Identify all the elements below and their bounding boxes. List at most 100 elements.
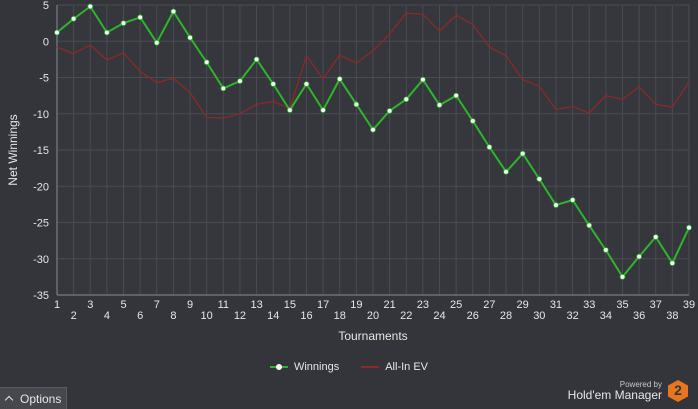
x-tick-label: 30	[533, 310, 545, 322]
x-tick-label: 27	[483, 299, 495, 311]
x-tick-label: 7	[154, 299, 160, 311]
x-tick-label: 5	[120, 299, 126, 311]
winnings-point	[370, 126, 376, 133]
y-tick-label: 5	[43, 0, 49, 12]
winnings-point	[652, 234, 659, 240]
y-tick-label: -30	[33, 254, 49, 266]
y-tick-label: -35	[33, 290, 49, 302]
x-tick-label: 9	[187, 299, 193, 311]
winnings-point	[386, 108, 393, 114]
winnings-markers	[54, 3, 692, 280]
x-tick-label: 12	[234, 310, 246, 322]
x-tick-label: 21	[384, 299, 396, 311]
winnings-point	[287, 107, 293, 113]
axes	[56, 5, 689, 296]
hem2-logo-icon: 2	[668, 380, 688, 402]
tick-labels: 50-5-10-15-20-25-30-35123456789101112131…	[33, 0, 695, 322]
x-tick-label: 28	[500, 310, 512, 322]
options-label: Options	[20, 391, 62, 406]
y-tick-label: -15	[33, 145, 49, 157]
y-axis-title: Net Winnings	[6, 114, 20, 185]
winnings-marker-swatch	[275, 364, 282, 370]
x-tick-label: 2	[71, 310, 77, 322]
winnings-point	[353, 101, 360, 108]
options-button[interactable]: Options	[0, 387, 67, 409]
x-tick-label: 23	[417, 299, 429, 311]
winnings-point	[636, 253, 642, 260]
series-all-in-ev	[56, 12, 690, 119]
x-tick-label: 14	[267, 310, 279, 322]
winnings-point	[686, 224, 692, 231]
net-winnings-chart: 50-5-10-15-20-25-30-35123456789101112131…	[6, 0, 695, 343]
logo-badge-text: 2	[674, 382, 682, 398]
x-tick-label: 37	[650, 299, 662, 311]
y-tick-label: -25	[33, 218, 49, 230]
x-tick-label: 18	[334, 310, 346, 322]
x-tick-label: 1	[54, 299, 60, 311]
winnings-point	[536, 176, 543, 182]
winnings-point	[403, 96, 410, 103]
winnings-point	[619, 274, 626, 280]
y-tick-label: -20	[33, 181, 49, 193]
all-in-ev-line	[56, 12, 690, 119]
winnings-point	[453, 92, 459, 99]
powered-by-branding: Powered by Hold'em Manager 2	[568, 377, 688, 405]
winnings-point	[220, 85, 227, 92]
y-tick-label: -10	[33, 109, 49, 121]
winnings-point	[203, 59, 210, 66]
x-tick-label: 20	[367, 310, 379, 322]
winnings-point	[436, 102, 443, 108]
x-tick-label: 15	[284, 299, 296, 311]
winnings-point	[586, 222, 593, 229]
legend-item-all-in-ev[interactable]: All-In EV	[361, 361, 428, 373]
winnings-point	[603, 247, 609, 253]
chart-legend: Winnings All-In EV	[0, 357, 698, 377]
y-tick-label: -5	[39, 73, 49, 85]
x-tick-label: 38	[666, 310, 678, 322]
winnings-point	[420, 76, 426, 83]
x-tick-label: 31	[550, 299, 562, 311]
winnings-swatch	[269, 364, 288, 370]
x-tick-label: 32	[566, 310, 578, 322]
x-tick-label: 29	[517, 299, 529, 311]
powered-by-text: Powered by	[619, 379, 662, 389]
winnings-point	[519, 150, 526, 157]
x-tick-label: 3	[87, 299, 93, 311]
winnings-point	[486, 144, 493, 150]
x-tick-label: 11	[218, 299, 229, 311]
x-tick-label: 35	[616, 299, 628, 311]
legend-item-winnings[interactable]: Winnings	[269, 361, 340, 373]
winnings-point	[253, 56, 260, 63]
legend-label-winnings: Winnings	[293, 361, 340, 373]
x-tick-label: 33	[583, 299, 595, 311]
winnings-point	[170, 8, 177, 15]
winnings-point	[187, 34, 193, 41]
x-tick-label: 25	[450, 299, 462, 311]
winnings-point	[54, 29, 60, 36]
winnings-point	[270, 81, 277, 87]
winnings-point	[469, 118, 476, 124]
x-axis-title: Tournaments	[338, 329, 407, 343]
x-tick-label: 26	[467, 310, 479, 322]
winnings-point	[237, 78, 243, 84]
winnings-point	[87, 3, 94, 10]
x-tick-label: 19	[350, 299, 362, 311]
winnings-point	[120, 20, 127, 26]
x-tick-label: 36	[633, 310, 645, 322]
x-tick-label: 39	[683, 299, 695, 311]
chevron-up-icon	[4, 395, 14, 405]
x-tick-label: 10	[201, 310, 213, 322]
winnings-point	[569, 197, 576, 203]
winnings-point	[303, 81, 310, 87]
winnings-point	[320, 107, 326, 113]
x-tick-label: 17	[317, 299, 329, 311]
winnings-point	[336, 76, 343, 82]
x-tick-label: 13	[250, 299, 262, 311]
x-tick-label: 16	[300, 310, 312, 322]
all-in-ev-swatch	[361, 366, 380, 368]
y-tick-label: 0	[43, 36, 49, 48]
winnings-point	[503, 168, 509, 175]
winnings-point	[137, 14, 143, 21]
x-tick-label: 24	[433, 310, 445, 322]
x-tick-label: 4	[104, 310, 110, 322]
